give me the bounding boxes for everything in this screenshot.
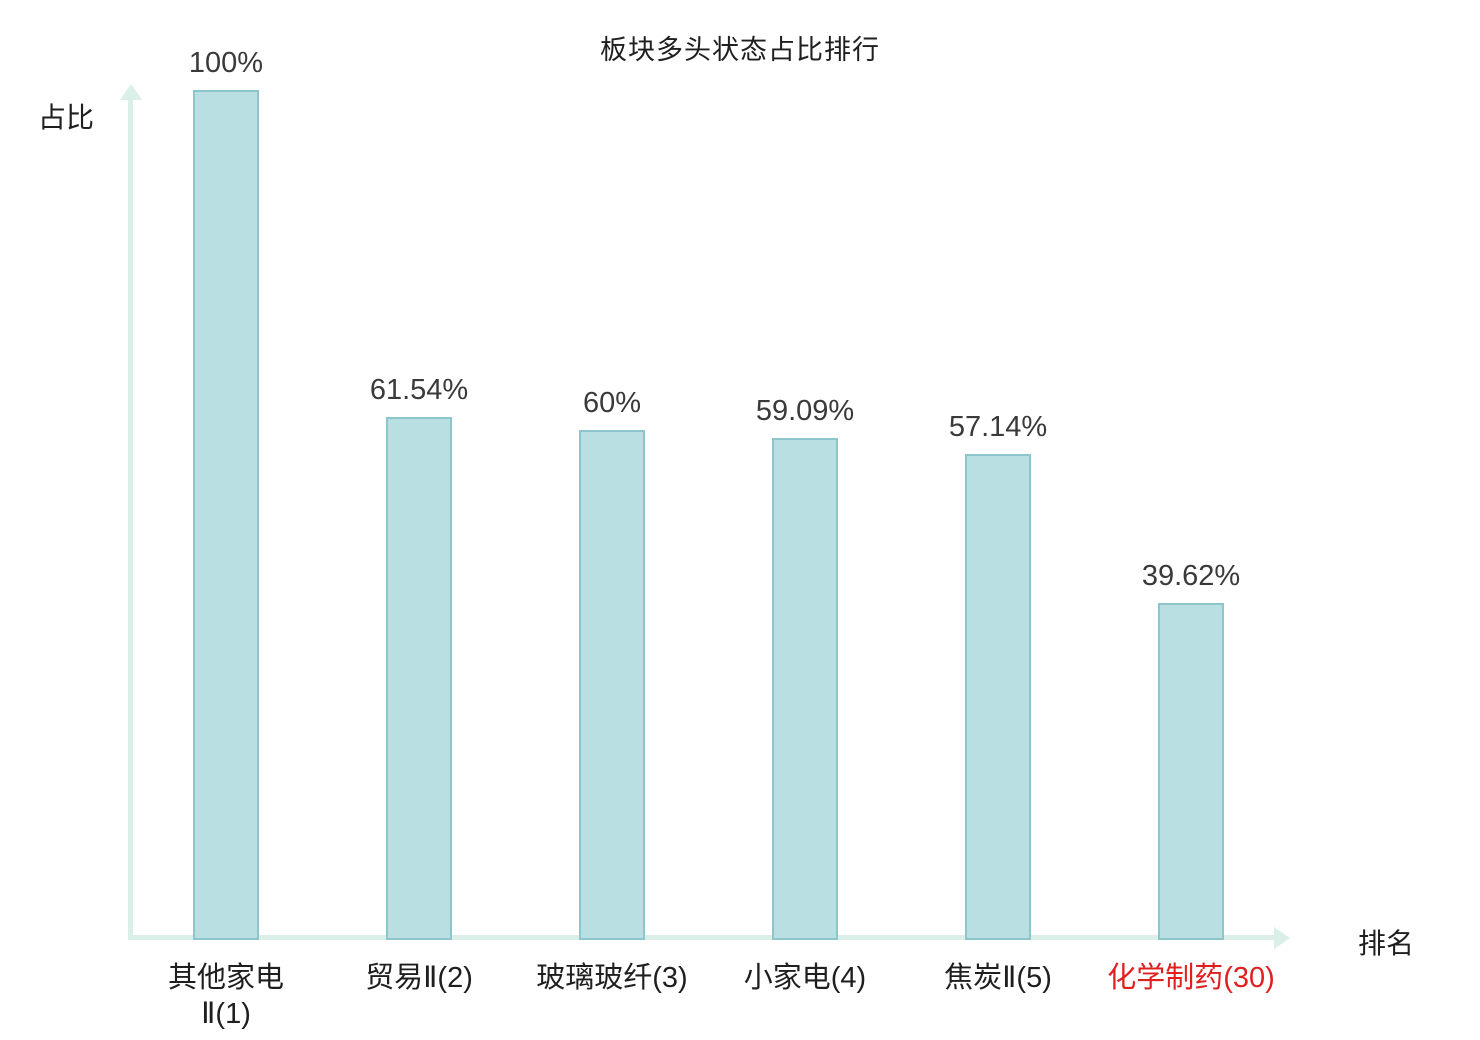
bar-category-label: 其他家电 Ⅱ(1) bbox=[167, 962, 284, 1031]
bar-category-label: 化学制药(30) bbox=[1107, 962, 1275, 994]
bar-value-label: 100% bbox=[188, 47, 264, 79]
x-axis-arrow-icon bbox=[1274, 926, 1290, 949]
bar-group: 100% 其他家电 Ⅱ(1) bbox=[130, 47, 323, 1030]
bar-value-label: 60% bbox=[582, 387, 642, 419]
y-axis-label: 占比 bbox=[38, 102, 95, 133]
bar-value-label: 61.54% bbox=[369, 374, 469, 406]
x-axis-line bbox=[128, 935, 1276, 940]
bar-category-label: 玻璃玻纤(3) bbox=[536, 962, 688, 994]
bar-group: 60% 玻璃玻纤(3) bbox=[516, 90, 709, 994]
bar-value-label: 59.09% bbox=[755, 395, 855, 427]
bar bbox=[386, 417, 452, 940]
bar bbox=[965, 454, 1031, 940]
bar-group: 57.14% 焦炭Ⅱ(5) bbox=[902, 90, 1095, 994]
chart-title: 板块多头状态占比排行 bbox=[600, 35, 880, 65]
bar bbox=[1158, 603, 1224, 940]
plot-area: 100% 其他家电 Ⅱ(1) 61.54% 贸易Ⅱ(2) 60% 玻璃玻纤(3) 59.09… bbox=[130, 47, 1350, 1030]
bar bbox=[772, 438, 838, 940]
bar-value-label: 39.62% bbox=[1141, 560, 1241, 592]
bar bbox=[579, 430, 645, 940]
bar-category-label: 焦炭Ⅱ(5) bbox=[944, 962, 1052, 994]
bar bbox=[193, 90, 259, 940]
bar-category-label: 贸易Ⅱ(2) bbox=[365, 962, 473, 994]
bar-group: 39.62% 化学制药(30) bbox=[1095, 90, 1288, 994]
bar-value-label: 57.14% bbox=[948, 411, 1048, 443]
bar-category-label: 小家电(4) bbox=[743, 962, 867, 994]
bar-group: 61.54% 贸易Ⅱ(2) bbox=[323, 90, 516, 994]
bar-group: 59.09% 小家电(4) bbox=[709, 90, 902, 994]
y-axis-line bbox=[128, 98, 133, 940]
y-axis-arrow-icon bbox=[119, 84, 142, 100]
x-axis-label: 排名 bbox=[1358, 928, 1415, 959]
